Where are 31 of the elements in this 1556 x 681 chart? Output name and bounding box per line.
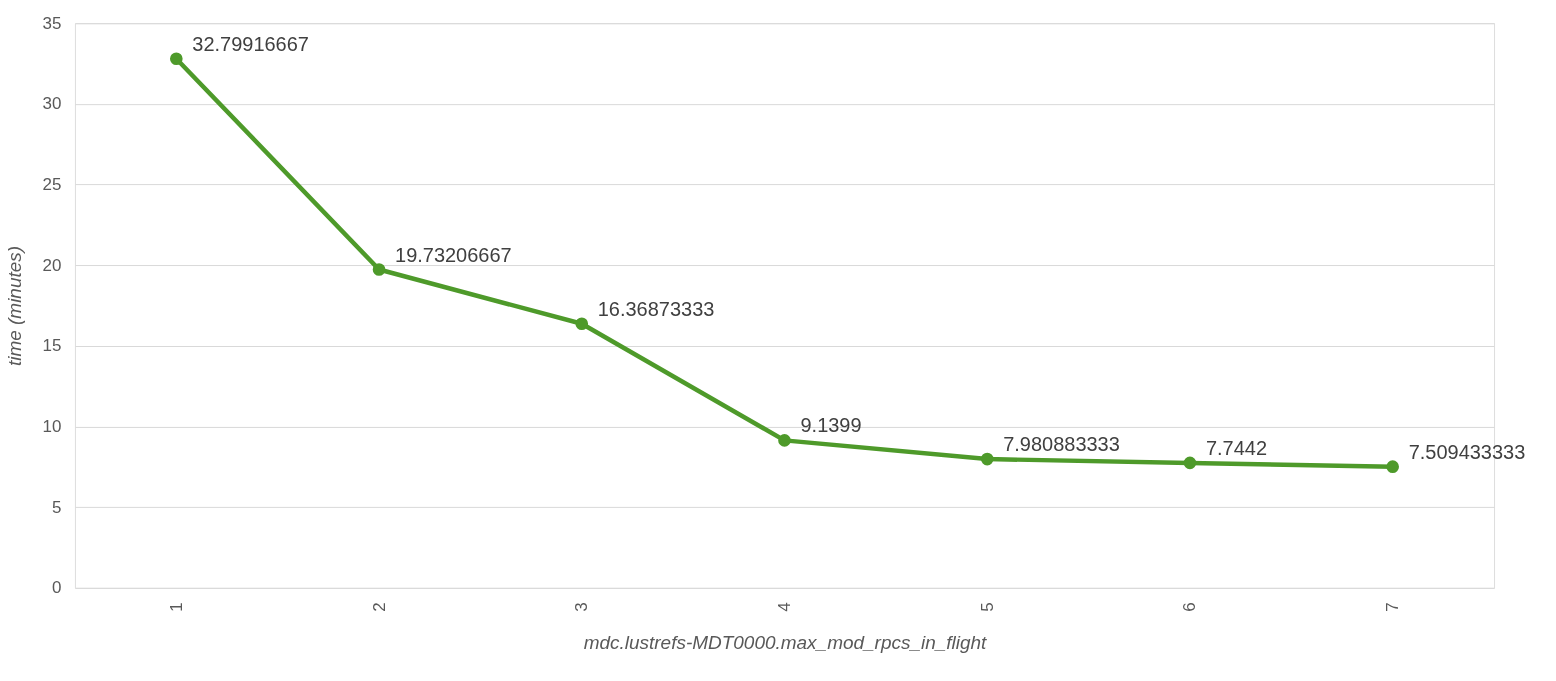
- x-tick-label: 1: [166, 602, 186, 612]
- point: [1183, 456, 1197, 470]
- point: [372, 263, 386, 276]
- data-label: 7.509433333: [1408, 440, 1526, 463]
- x-tick-label: 6: [1180, 602, 1200, 612]
- y-axis-title: time (minutes): [3, 245, 25, 367]
- data-label: 16.36873333: [597, 297, 715, 320]
- y-tick-label: 20: [42, 255, 62, 275]
- y-tick-label: 35: [42, 13, 62, 33]
- point: [169, 52, 183, 66]
- x-axis-title: mdc.lustrefs-MDT0000.max_mod_rpcs_in_flight: [583, 631, 988, 653]
- data-label: 7.7442: [1205, 436, 1268, 459]
- data-label: 19.73206667: [395, 243, 512, 266]
- data-label: 32.79916667: [192, 32, 309, 55]
- x-tick-label: 4: [774, 602, 794, 612]
- point: [980, 452, 994, 466]
- data-label: 9.1399: [800, 414, 862, 437]
- y-tick-label: 0: [52, 578, 62, 598]
- y-tick-label: 15: [42, 336, 62, 356]
- point: [575, 317, 589, 331]
- point: [1386, 460, 1399, 473]
- y-tick-label: 30: [42, 94, 62, 114]
- x-tick-label: 3: [572, 602, 592, 612]
- y-tick-label: 5: [52, 497, 62, 517]
- x-tick-label: 5: [977, 602, 997, 612]
- point: [778, 434, 791, 447]
- x-tick-label: 7: [1383, 602, 1403, 612]
- data-label: 7.980883333: [1003, 433, 1120, 456]
- y-tick-label: 10: [42, 417, 62, 437]
- x-tick-label: 2: [369, 602, 389, 612]
- y-tick-label: 25: [42, 175, 62, 195]
